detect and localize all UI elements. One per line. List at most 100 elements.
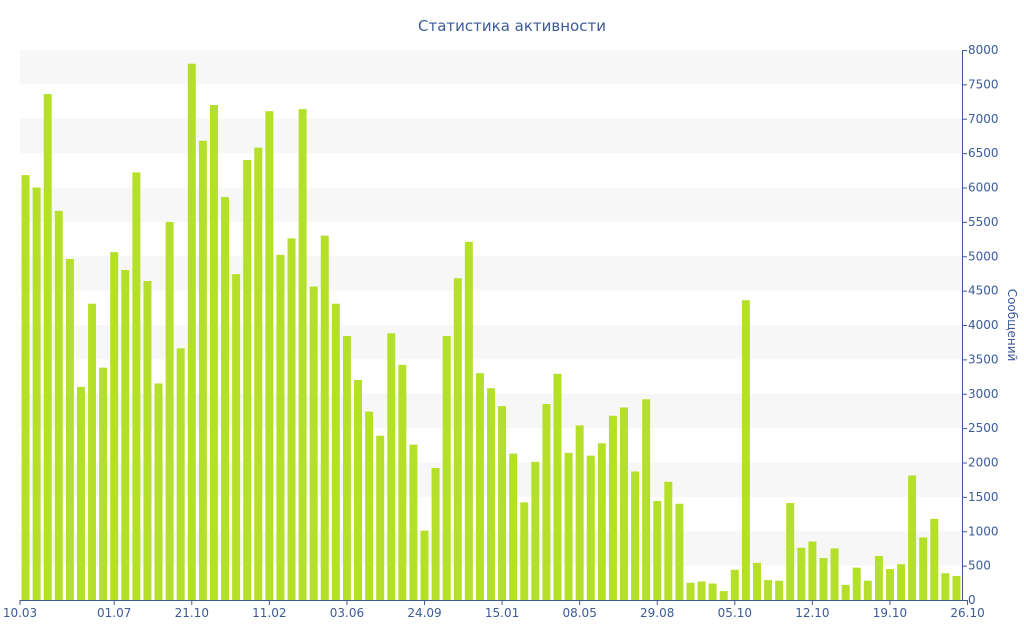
y-tick-label: 1500	[968, 490, 999, 504]
bar[interactable]	[21, 175, 30, 601]
bar[interactable]	[897, 564, 906, 600]
bar[interactable]	[298, 109, 307, 601]
y-tick-label: 0	[968, 593, 976, 607]
bar[interactable]	[110, 252, 119, 601]
bar[interactable]	[863, 580, 872, 600]
bar[interactable]	[276, 254, 285, 600]
x-tick-label: 24.09	[407, 606, 441, 620]
bar[interactable]	[420, 530, 429, 600]
y-tick-label: 3500	[968, 352, 999, 366]
bar[interactable]	[442, 336, 451, 600]
bar[interactable]	[874, 556, 883, 600]
bar[interactable]	[908, 475, 917, 600]
bar[interactable]	[930, 518, 939, 601]
grid-band	[20, 325, 962, 360]
bar[interactable]	[941, 573, 950, 600]
chart-title: Статистика активности	[418, 17, 606, 35]
bar[interactable]	[176, 348, 185, 601]
bar[interactable]	[232, 274, 241, 601]
bar[interactable]	[342, 336, 351, 600]
bar[interactable]	[586, 455, 595, 601]
grid-bands	[20, 50, 962, 566]
bar[interactable]	[830, 548, 839, 600]
bar[interactable]	[198, 140, 207, 600]
bar[interactable]	[653, 501, 662, 600]
bar[interactable]	[32, 187, 41, 601]
bar[interactable]	[76, 386, 85, 601]
bar[interactable]	[287, 238, 296, 601]
x-tick-label: 15.01	[485, 606, 519, 620]
bar[interactable]	[542, 404, 551, 600]
bar[interactable]	[675, 503, 684, 600]
bar[interactable]	[254, 147, 263, 601]
bar[interactable]	[354, 380, 362, 600]
bar[interactable]	[475, 373, 484, 601]
grid-band	[20, 50, 962, 85]
bar[interactable]	[775, 580, 784, 600]
bar[interactable]	[697, 581, 706, 600]
bar[interactable]	[952, 575, 961, 600]
bar[interactable]	[620, 407, 628, 601]
bar[interactable]	[464, 241, 473, 600]
bar[interactable]	[143, 281, 152, 600]
bar[interactable]	[309, 286, 318, 601]
bar[interactable]	[453, 278, 462, 600]
bar[interactable]	[209, 105, 218, 600]
x-tick-label: 29.08	[640, 606, 674, 620]
bar[interactable]	[387, 333, 396, 600]
bar[interactable]	[88, 303, 97, 600]
bar[interactable]	[487, 388, 495, 600]
bar[interactable]	[531, 461, 540, 600]
bar[interactable]	[797, 547, 806, 600]
bar[interactable]	[132, 172, 141, 601]
grid-band	[20, 118, 962, 154]
bar[interactable]	[764, 580, 773, 600]
bar[interactable]	[320, 235, 329, 601]
bar[interactable]	[631, 471, 640, 600]
bar[interactable]	[154, 383, 163, 600]
bar[interactable]	[509, 453, 518, 600]
bar[interactable]	[786, 503, 795, 600]
bar[interactable]	[642, 399, 651, 600]
bar[interactable]	[187, 63, 196, 600]
bar[interactable]	[376, 435, 385, 600]
bar[interactable]	[65, 259, 74, 600]
bar[interactable]	[54, 210, 63, 601]
bar[interactable]	[730, 569, 739, 600]
bar[interactable]	[852, 567, 861, 600]
bar[interactable]	[686, 582, 695, 600]
bar[interactable]	[885, 569, 894, 600]
bar[interactable]	[819, 558, 828, 600]
bar[interactable]	[597, 443, 606, 600]
bar[interactable]	[431, 468, 440, 600]
bar[interactable]	[520, 502, 529, 601]
bar[interactable]	[221, 197, 230, 601]
bar[interactable]	[265, 111, 274, 600]
y-axis-ticks: 0 500 1000 1500 2000 2500 3000 3500 4000 4500 5000…	[962, 43, 999, 607]
x-tick-label: 10.03	[3, 606, 37, 620]
bar[interactable]	[365, 411, 374, 601]
bar[interactable]	[719, 591, 728, 600]
bar[interactable]	[741, 300, 750, 600]
bar[interactable]	[841, 584, 850, 601]
bar[interactable]	[398, 364, 407, 601]
bar[interactable]	[575, 425, 584, 601]
bar[interactable]	[498, 406, 507, 601]
bar[interactable]	[43, 94, 52, 600]
bar[interactable]	[919, 537, 928, 600]
bar[interactable]	[664, 481, 673, 600]
bar[interactable]	[165, 221, 174, 601]
bar[interactable]	[331, 303, 340, 600]
bar[interactable]	[808, 541, 817, 600]
bar[interactable]	[99, 367, 108, 601]
bar[interactable]	[553, 373, 562, 600]
bar[interactable]	[608, 415, 617, 600]
bar[interactable]	[409, 444, 418, 601]
bar[interactable]	[564, 452, 573, 601]
bar[interactable]	[752, 562, 761, 601]
bar[interactable]	[243, 160, 252, 600]
bar[interactable]	[121, 270, 130, 600]
bar[interactable]	[708, 583, 717, 601]
y-tick-label: 4500	[968, 284, 999, 298]
